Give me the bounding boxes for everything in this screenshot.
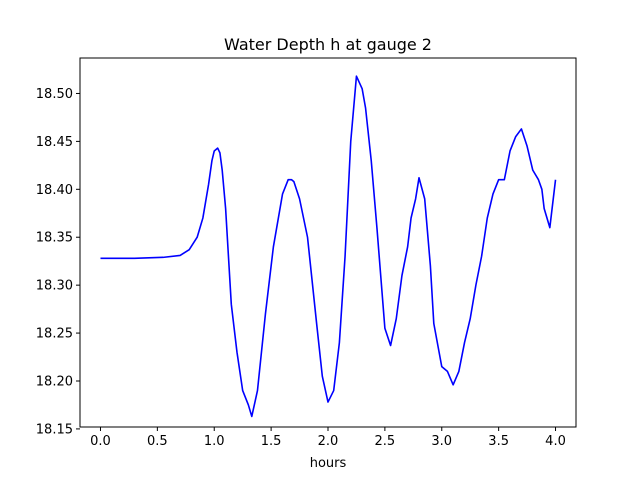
chart-title: Water Depth h at gauge 2 (224, 35, 432, 54)
y-axis-ticks: 18.15 18.20 18.25 18.30 18.35 18.40 18.45 18.50 (36, 87, 80, 437)
y-tick-label: 18.20 (36, 374, 73, 389)
x-tick-label: 0.0 (90, 434, 111, 449)
y-tick-label: 18.30 (36, 279, 73, 294)
series-line-0 (100, 75, 557, 418)
x-axis-label: hours (310, 456, 347, 471)
y-tick-label: 18.35 (36, 231, 73, 246)
x-tick-label: 2.0 (318, 434, 339, 449)
x-tick-label: 0.5 (147, 434, 168, 449)
x-tick-label: 3.0 (431, 434, 452, 449)
y-tick-label: 18.40 (36, 183, 73, 198)
y-tick-label: 18.25 (36, 327, 73, 342)
x-tick-label: 1.0 (204, 434, 225, 449)
x-tick-label: 2.5 (375, 434, 396, 449)
plot-area-frame (79, 57, 577, 428)
y-tick-label: 18.45 (36, 135, 73, 150)
y-tick-label: 18.15 (36, 422, 73, 437)
x-tick-label: 4.0 (545, 434, 566, 449)
series-layer (100, 75, 557, 418)
x-axis-ticks: 0.0 0.5 1.0 1.5 2.0 2.5 3.0 3.5 4.0 (90, 427, 566, 449)
x-tick-label: 3.5 (488, 434, 509, 449)
y-tick-label: 18.50 (36, 87, 73, 102)
x-tick-label: 1.5 (261, 434, 282, 449)
